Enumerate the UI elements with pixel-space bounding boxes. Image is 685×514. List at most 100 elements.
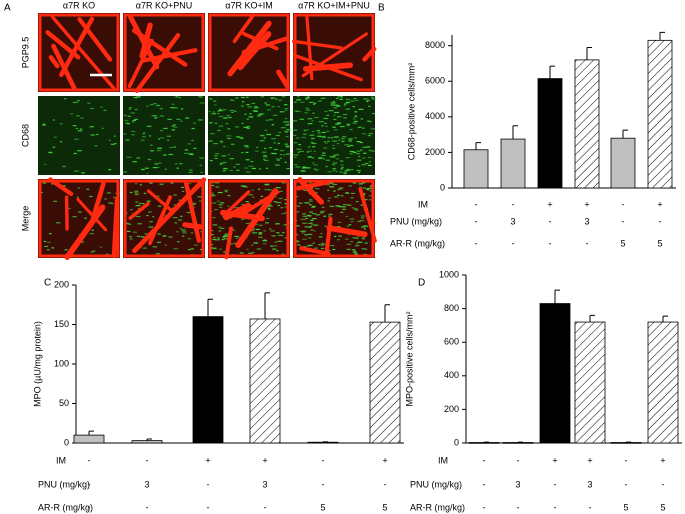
treatment-value: 3 — [515, 479, 520, 489]
cell-speckle — [112, 196, 117, 198]
nerve-fiber — [128, 201, 150, 220]
cell-speckle — [330, 102, 336, 104]
cell-speckle — [146, 125, 152, 127]
cell-speckle — [275, 98, 278, 100]
cell-speckle — [173, 204, 176, 206]
cell-speckle — [134, 193, 140, 195]
treatment-value: - — [512, 199, 515, 209]
cell-speckle — [239, 252, 244, 254]
cell-speckle — [335, 123, 340, 125]
cell-speckle — [319, 212, 324, 214]
cell-speckle — [347, 125, 350, 127]
cell-speckle — [241, 96, 245, 99]
treatment-value: - — [384, 479, 387, 489]
cell-speckle — [366, 120, 370, 122]
cell-speckle — [335, 158, 340, 160]
bar — [647, 39, 673, 189]
treatment-value: + — [552, 455, 557, 465]
cell-speckle — [284, 104, 288, 106]
cell-speckle — [340, 211, 344, 213]
cell-speckle — [172, 124, 176, 126]
cell-speckle — [346, 145, 351, 147]
cell-speckle — [246, 96, 249, 98]
cell-speckle — [191, 139, 194, 142]
cell-speckle — [302, 238, 307, 240]
cell-speckle — [338, 235, 342, 237]
cell-speckle — [255, 146, 259, 149]
cell-speckle — [233, 166, 236, 168]
error-bar — [207, 298, 213, 317]
cell-speckle — [340, 164, 344, 166]
cell-speckle — [229, 109, 235, 112]
cell-speckle — [293, 120, 298, 122]
cell-speckle — [308, 182, 312, 184]
cell-speckle — [257, 114, 263, 116]
cell-speckle — [52, 146, 56, 148]
cell-speckle — [293, 156, 297, 158]
nerve-fiber — [223, 190, 251, 216]
cell-speckle — [271, 152, 277, 155]
cell-speckle — [179, 163, 183, 165]
cell-speckle — [345, 156, 350, 159]
cell-speckle — [350, 197, 354, 199]
cell-speckle — [265, 104, 271, 106]
bar — [610, 137, 636, 189]
cell-speckle — [227, 128, 231, 130]
error-bar — [384, 304, 390, 323]
cell-speckle — [346, 243, 352, 245]
cell-speckle — [152, 216, 155, 218]
cell-speckle — [285, 146, 290, 148]
cell-speckle — [126, 223, 131, 225]
cell-speckle — [214, 122, 218, 124]
bar — [307, 441, 339, 444]
cell-speckle — [59, 141, 63, 143]
cell-speckle — [363, 253, 368, 256]
cell-speckle — [275, 134, 281, 137]
nerve-fiber — [50, 15, 117, 92]
cell-speckle — [298, 244, 302, 246]
cell-speckle — [284, 202, 288, 205]
cell-speckle — [174, 96, 177, 98]
nerve-fiber — [148, 195, 172, 246]
cell-speckle — [172, 216, 178, 219]
cell-speckle — [264, 129, 268, 131]
cell-speckle — [311, 142, 317, 145]
treatment-value: - — [322, 479, 325, 489]
cell-speckle — [53, 200, 58, 202]
cell-speckle — [364, 198, 368, 201]
treatment-value: - — [207, 479, 210, 489]
cell-speckle — [354, 253, 358, 255]
cell-speckle — [146, 200, 151, 202]
cell-speckle — [200, 96, 203, 98]
cell-speckle — [307, 226, 312, 228]
y-tick-label: 0 — [64, 437, 69, 447]
cell-speckle — [89, 233, 94, 235]
cell-speckle — [352, 122, 357, 124]
treatment-value: 3 — [262, 479, 267, 489]
cell-speckle — [43, 240, 47, 243]
treatment-value: - — [625, 455, 628, 465]
cell-speckle — [168, 153, 174, 156]
cell-speckle — [298, 202, 303, 204]
cell-speckle — [240, 203, 246, 205]
cell-speckle — [209, 160, 213, 162]
cell-speckle — [314, 224, 319, 226]
cell-speckle — [151, 115, 155, 117]
cell-speckle — [308, 156, 312, 158]
cell-speckle — [340, 160, 344, 162]
cell-speckle — [360, 149, 363, 151]
cell-speckle — [348, 138, 353, 140]
cell-speckle — [309, 204, 312, 206]
cell-speckle — [132, 161, 137, 163]
cell-speckle — [335, 154, 340, 156]
cell-speckle — [354, 116, 357, 118]
cell-speckle — [360, 118, 364, 120]
cell-speckle — [265, 183, 270, 185]
error-bar — [586, 46, 592, 60]
cell-speckle — [349, 144, 354, 147]
cell-speckle — [271, 235, 276, 237]
tile-border — [123, 179, 205, 258]
cell-speckle — [363, 98, 367, 100]
cell-speckle — [149, 104, 154, 106]
treatment-value: - — [622, 216, 625, 226]
